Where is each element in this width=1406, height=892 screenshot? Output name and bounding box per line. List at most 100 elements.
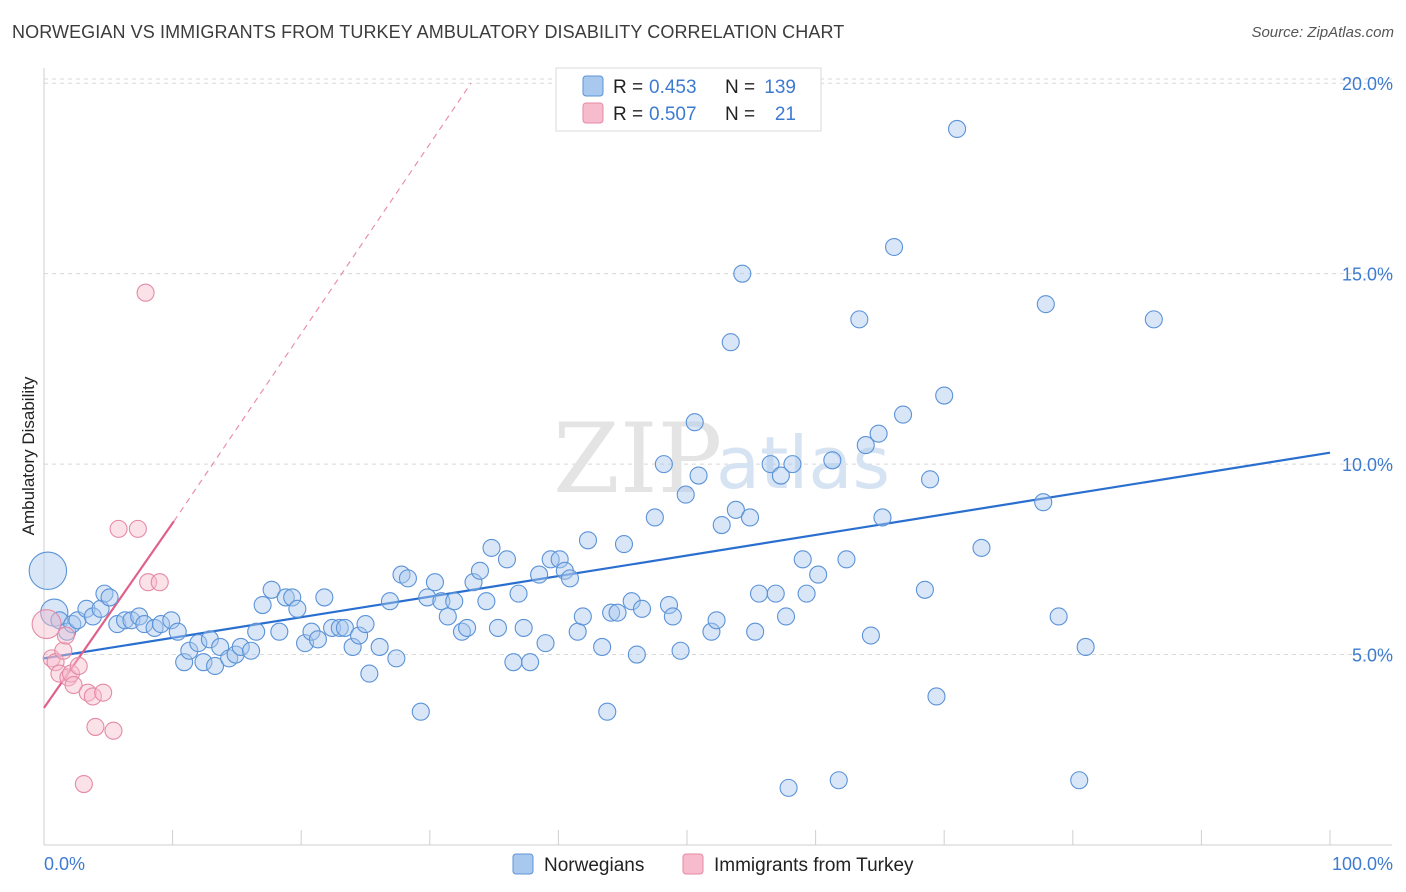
norwegians-point: [721, 333, 740, 352]
norwegians-point: [645, 508, 664, 527]
bottom-legend-swatch-turkey: [682, 853, 704, 875]
turkey-point: [104, 721, 123, 740]
norwegians-point: [77, 599, 96, 618]
norwegians-point: [921, 470, 940, 489]
turkey-point: [64, 675, 83, 695]
norwegians-point: [746, 622, 765, 641]
norwegians-point: [458, 618, 477, 637]
norwegians-point: [1036, 295, 1055, 314]
turkey-point: [56, 626, 75, 645]
turkey-point: [54, 641, 73, 660]
norwegians-point: [350, 626, 369, 645]
norwegians-point: [869, 424, 888, 443]
legend-r-label: R =: [613, 104, 643, 125]
chart-title: NORWEGIAN VS IMMIGRANTS FROM TURKEY AMBU…: [12, 22, 845, 42]
norwegians-point: [477, 592, 496, 611]
norwegians-point: [837, 550, 856, 569]
legend-r-value: 0.453: [649, 77, 697, 98]
norwegians-point: [560, 569, 580, 588]
y-tick-label: 10.0%: [1342, 455, 1393, 475]
norwegians-point: [856, 436, 875, 455]
norwegians-point: [829, 771, 848, 790]
norwegians-point: [622, 592, 641, 611]
norwegians-trend-line: [43, 451, 1331, 660]
norwegians-point: [175, 653, 194, 672]
turkey-point: [128, 519, 147, 538]
norwegians-point: [398, 569, 417, 588]
x-tick-label-max: 100.0%: [1332, 854, 1393, 874]
norwegians-point: [168, 622, 187, 641]
norwegians-point: [1076, 637, 1095, 656]
norwegians-point: [247, 622, 266, 641]
norwegians-point: [578, 531, 598, 550]
norwegians-point: [948, 119, 967, 138]
legend-n-label: N =: [725, 77, 755, 98]
x-tick-marks: [43, 830, 1331, 845]
norwegians-point: [927, 687, 946, 706]
axes: [43, 68, 1392, 846]
norwegians-point: [733, 264, 752, 283]
norwegians-point: [536, 634, 555, 653]
norwegians-point: [766, 584, 785, 603]
norwegians-point: [509, 584, 528, 603]
norwegians-point: [470, 561, 490, 580]
norwegians-point: [438, 607, 457, 626]
norwegians-point: [189, 634, 208, 653]
norwegians-point: [761, 455, 780, 474]
norwegians-point: [685, 413, 704, 432]
norwegians-point: [418, 588, 437, 607]
bottom-legend-norwegians: Norwegians: [544, 855, 644, 876]
norwegians-point: [915, 580, 934, 599]
norwegians-point: [793, 550, 812, 569]
norwegians-point: [411, 702, 430, 721]
turkey-point: [94, 683, 113, 702]
turkey-point: [136, 283, 155, 302]
norwegians-point: [162, 611, 181, 630]
norwegians-point: [707, 611, 726, 630]
turkey-trend-extension: [173, 82, 472, 522]
norwegians-point: [726, 500, 745, 519]
norwegians-point: [253, 595, 272, 615]
norwegians-point: [315, 588, 334, 607]
norwegians-point: [464, 573, 483, 592]
norwegians-point: [380, 592, 399, 611]
turkey-point: [86, 717, 105, 736]
watermark-atlas: atlas: [716, 421, 890, 505]
norwegians-point: [702, 622, 721, 641]
y-tick-label: 5.0%: [1352, 646, 1393, 666]
norwegians-point: [335, 618, 354, 637]
norwegians-point: [283, 588, 302, 607]
norwegians-point: [573, 607, 592, 626]
norwegians-point: [568, 622, 587, 641]
turkey-point: [109, 519, 128, 538]
norwegians-point: [205, 656, 225, 676]
norwegians-point: [779, 778, 798, 797]
norwegians-point: [343, 637, 362, 656]
norwegians-point: [83, 607, 102, 626]
norwegians-point: [231, 637, 250, 656]
norwegians-point: [884, 237, 904, 257]
norwegians-point: [288, 599, 307, 618]
norwegians-point: [608, 603, 627, 622]
norwegians-point: [504, 653, 523, 672]
norwegians-point: [521, 653, 540, 672]
turkey-point: [150, 573, 169, 592]
norwegians-point: [749, 584, 769, 603]
turkey-point: [83, 687, 102, 706]
norwegians-point: [893, 405, 913, 424]
norwegians-point: [370, 637, 389, 656]
norwegians-point: [663, 607, 682, 626]
norwegians-point: [850, 310, 869, 329]
norwegians-point: [115, 611, 135, 630]
norwegians-point: [1144, 310, 1163, 329]
norwegians-point: [823, 451, 842, 470]
norwegians-point: [262, 580, 281, 599]
norwegians-point: [270, 622, 289, 641]
legend-swatch-norwegians: [582, 75, 604, 97]
norwegians-point: [598, 702, 617, 721]
norwegians-point: [323, 618, 342, 637]
norwegians-point: [740, 508, 760, 527]
stats-legend: R = 0.453 N = 139 R = 0.507 N = 21: [555, 67, 822, 132]
legend-swatch-turkey: [582, 102, 604, 124]
norwegians-point: [676, 485, 695, 504]
